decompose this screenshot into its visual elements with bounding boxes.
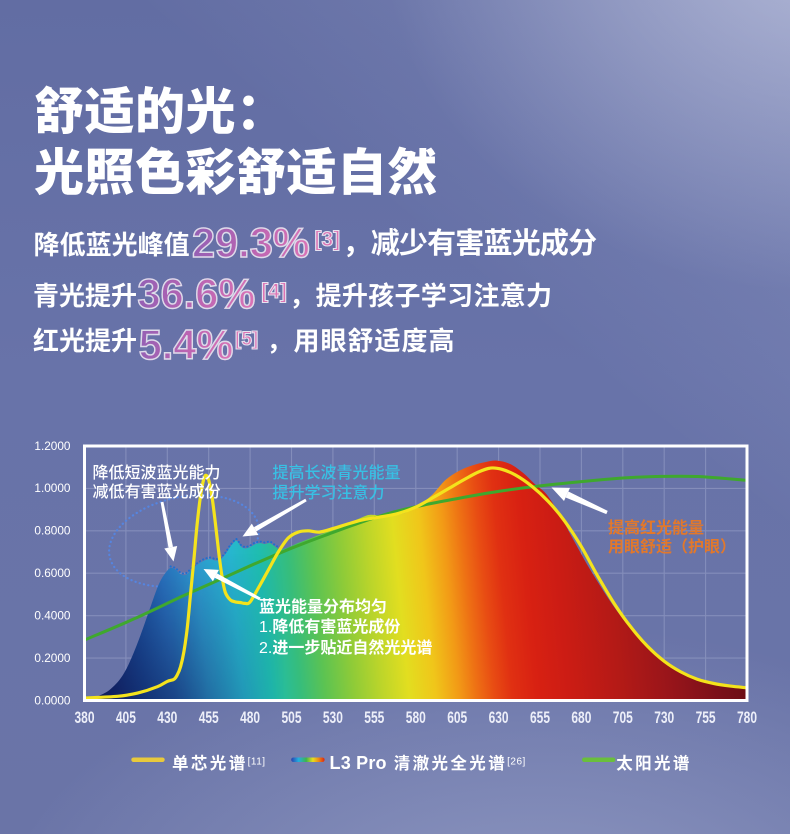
svg-text:505: 505	[282, 708, 302, 727]
svg-text:780: 780	[737, 708, 757, 727]
svg-text:0.2000: 0.2000	[34, 651, 71, 665]
svg-text:0.0000: 0.0000	[34, 693, 71, 707]
svg-text:630: 630	[489, 708, 509, 727]
svg-text:555: 555	[364, 708, 384, 727]
svg-text:755: 755	[696, 708, 716, 727]
svg-text:480: 480	[240, 708, 260, 727]
svg-text:1.0000: 1.0000	[34, 481, 71, 495]
svg-text:655: 655	[530, 708, 550, 727]
svg-text:680: 680	[571, 708, 591, 727]
svg-text:455: 455	[199, 708, 219, 727]
svg-text:430: 430	[157, 708, 177, 727]
svg-text:0.8000: 0.8000	[34, 524, 71, 538]
svg-text:580: 580	[406, 708, 426, 727]
svg-text:730: 730	[654, 708, 674, 727]
svg-text:405: 405	[116, 708, 136, 727]
svg-text:1.2000: 1.2000	[34, 439, 71, 453]
svg-text:0.4000: 0.4000	[34, 609, 71, 623]
svg-text:380: 380	[75, 708, 95, 727]
svg-text:605: 605	[447, 708, 467, 727]
svg-text:0.6000: 0.6000	[34, 566, 71, 580]
svg-text:530: 530	[323, 708, 343, 727]
svg-text:705: 705	[613, 708, 633, 727]
